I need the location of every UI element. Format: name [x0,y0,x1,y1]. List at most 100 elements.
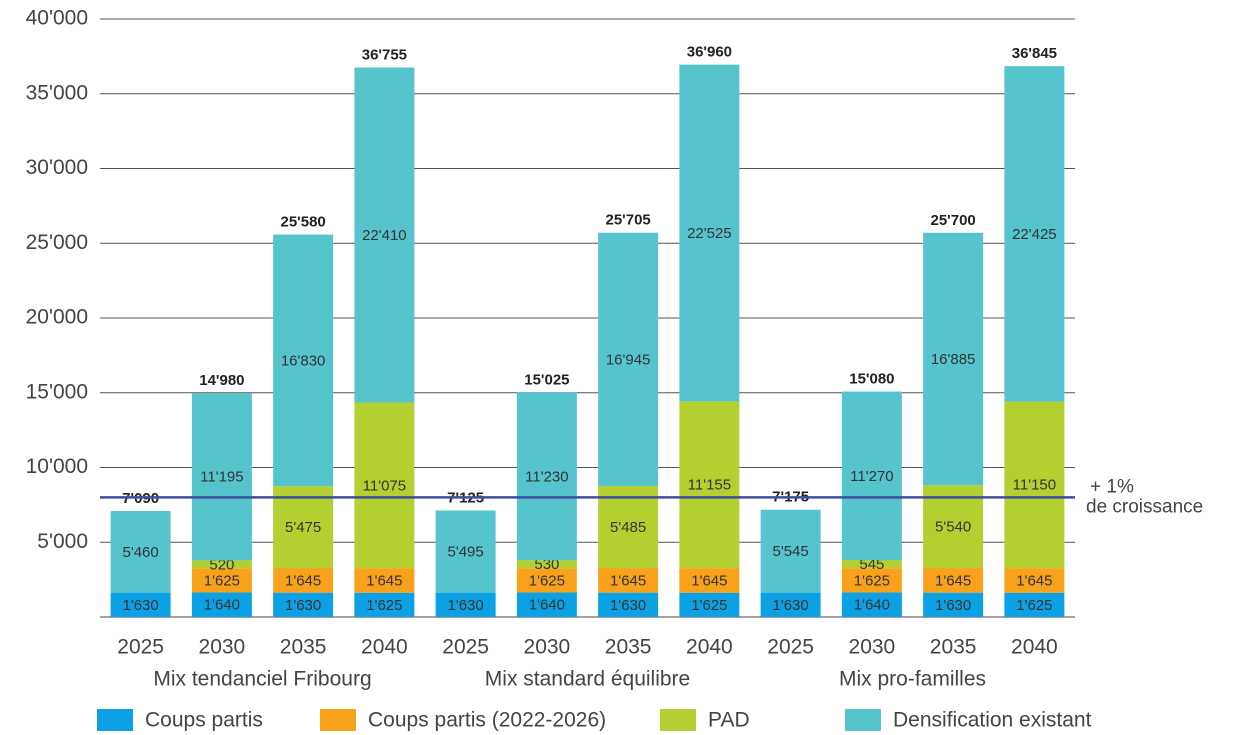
segment-label: 1'630 [610,597,646,614]
y-tick-label: 25'000 [26,231,88,254]
bar-segment [598,592,659,617]
segment-label: 1'625 [854,572,890,589]
bar-segment [273,234,334,487]
total-label: 25'705 [605,212,650,229]
segment-label: 1'630 [773,597,809,614]
segment-label: 1'640 [854,597,890,614]
group-label: Mix tendanciel Fribourg [153,668,371,691]
legend-swatch [845,709,881,731]
segment-label: 11'230 [525,468,568,485]
bar-segment [841,391,902,561]
bar-segment [841,560,902,569]
bar-segment [923,232,984,486]
segment-label: 5'485 [610,519,646,536]
legend-label: PAD [708,709,750,732]
segment-label: 11'155 [688,477,731,494]
segment-label: 545 [859,556,884,573]
bar-segment [923,485,984,569]
legend-label: Densification existant [893,709,1092,732]
x-tick-label: 2040 [686,636,733,659]
reference-label: + 1% [1090,476,1134,497]
bar-segment [354,592,415,617]
total-label: 15'080 [849,371,894,388]
y-tick-label: 30'000 [26,156,88,179]
segment-label: 1'645 [366,572,402,589]
bar-segment [354,568,415,593]
bar-segment [679,401,740,569]
segment-label: 1'645 [285,572,321,589]
segment-label: 11'150 [1013,477,1056,494]
segment-label: 22'410 [362,227,407,244]
x-tick-label: 2030 [199,636,246,659]
total-label: 36'845 [1012,45,1057,62]
segment-label: 5'545 [773,543,809,560]
total-label: 25'700 [930,212,975,229]
bar-segment [1004,66,1065,402]
bar-segment [273,592,334,617]
bar-segment [923,592,984,617]
group-label: Mix standard équilibre [485,668,690,691]
x-tick-label: 2030 [524,636,571,659]
legend-label: Coups partis [145,709,263,732]
x-tick-label: 2040 [1011,636,1058,659]
bar-segment [435,592,496,617]
bar-segment [1004,401,1065,569]
bar-segment [1004,592,1065,617]
bar-segment [516,560,577,569]
bar-segment [923,568,984,593]
bar-segment [354,402,415,569]
bar-segment [598,568,659,593]
legend-label: Coups partis (2022-2026) [368,709,606,732]
segment-label: 5'540 [935,519,971,536]
segment-label: 1'630 [935,597,971,614]
group-label: Mix pro-familles [839,668,986,691]
segment-label: 16'830 [281,352,326,369]
bar-segment [1004,568,1065,593]
y-tick-label: 35'000 [26,81,88,104]
bar-segment [760,509,821,593]
bar-segment [354,67,415,403]
bar-segment [435,510,496,593]
bar-segment [760,592,821,617]
segment-label: 16'945 [606,351,651,368]
segment-label: 1'625 [529,572,565,589]
segment-label: 1'630 [123,597,159,614]
segment-label: 1'625 [204,572,240,589]
segment-label: 5'460 [123,544,159,561]
bar-segment [273,486,334,569]
x-tick-label: 2040 [361,636,408,659]
segment-label: 1'630 [448,597,484,614]
segment-label: 22'525 [687,225,732,242]
segment-label: 1'625 [1016,597,1052,614]
segment-label: 11'195 [200,469,243,486]
segment-label: 1'645 [1016,572,1052,589]
y-tick-label: 20'000 [26,306,88,329]
bar-segment [110,592,171,617]
segment-label: 1'645 [935,572,971,589]
total-label: 15'025 [524,371,569,388]
y-tick-label: 10'000 [26,455,88,478]
segment-label: 11'270 [850,468,893,485]
bar-segment [191,568,252,593]
segment-label: 1'640 [529,597,565,614]
x-tick-label: 2025 [442,636,489,659]
bar-segment [841,568,902,593]
total-label: 36'960 [687,43,732,60]
legend-swatch [320,709,356,731]
x-tick-label: 2030 [849,636,896,659]
bar-segment [679,592,740,617]
segment-label: 530 [534,556,559,573]
y-tick-label: 5'000 [37,530,88,553]
segment-label: 1'645 [691,572,727,589]
legend-swatch [660,709,696,731]
bar-segment [598,232,659,487]
bar-segment [191,393,252,561]
segment-label: 1'640 [204,597,240,614]
segment-label: 11'075 [363,477,406,494]
y-tick-label: 40'000 [26,7,88,30]
legend-swatch [97,709,133,731]
bar-segment [516,392,577,561]
segment-label: 520 [209,556,234,573]
segment-label: 1'645 [610,572,646,589]
